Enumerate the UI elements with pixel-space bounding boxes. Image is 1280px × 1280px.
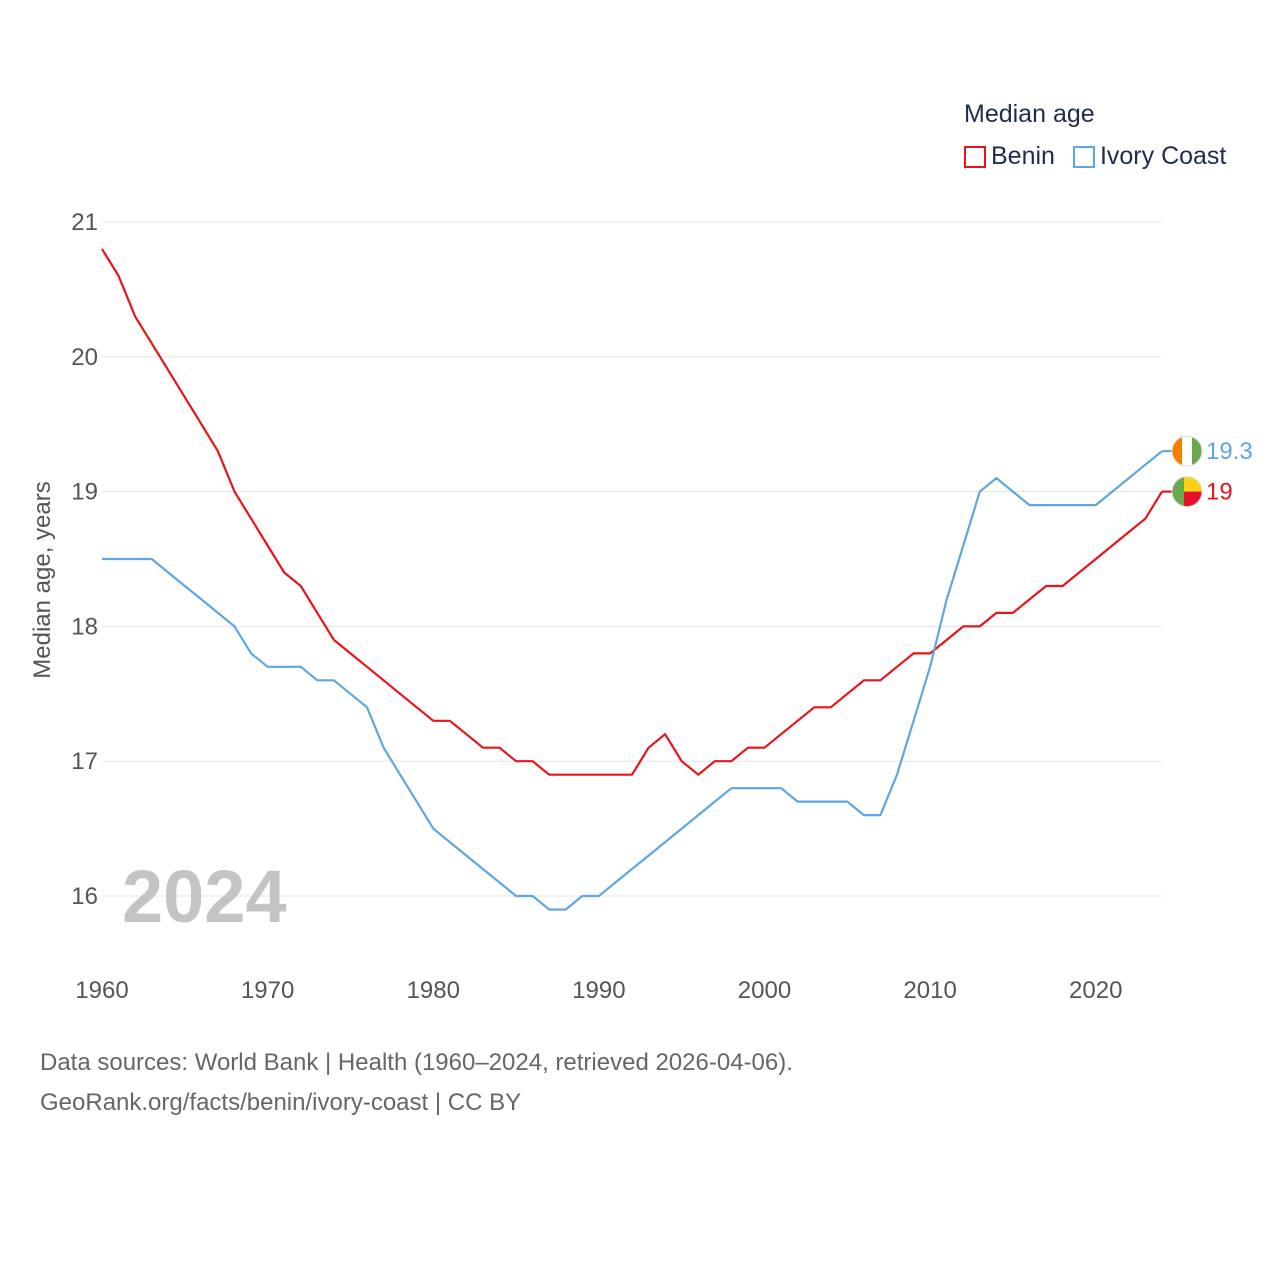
data-source-note: Data sources: World Bank | Health (1960–… <box>40 1043 793 1123</box>
ivory-coast-flag-icon <box>1171 435 1203 467</box>
legend-item-ivory-coast[interactable]: Ivory Coast <box>1072 142 1227 171</box>
x-tick-label: 1990 <box>572 977 625 1004</box>
source-line-2: GeoRank.org/facts/benin/ivory-coast | CC… <box>40 1089 522 1116</box>
x-tick-label: 2020 <box>1069 977 1122 1004</box>
series-line-benin <box>101 248 1163 776</box>
y-tick-label: 18 <box>71 613 98 640</box>
y-tick-label: 20 <box>71 344 98 371</box>
y-axis-label: Median age, years <box>29 481 56 678</box>
legend-swatch-benin <box>964 145 986 168</box>
x-tick-label: 1970 <box>241 977 294 1004</box>
x-axis-ticks: 1960 1970 1980 1990 2000 2010 2020 <box>75 977 1122 1004</box>
series-line-ivory-coast <box>102 450 1163 911</box>
x-tick-label: 2010 <box>903 977 956 1004</box>
benin-flag-icon <box>1171 476 1203 508</box>
y-axis-ticks: 16 17 18 19 20 21 <box>71 209 98 910</box>
legend-label-benin: Benin <box>991 142 1055 170</box>
y-tick-label: 17 <box>71 748 98 775</box>
y-tick-label: 16 <box>71 883 98 910</box>
x-tick-label: 2000 <box>738 977 791 1004</box>
end-value-label-ivory-coast: 19.3 <box>1206 438 1253 465</box>
legend-title: Median age <box>964 100 1095 128</box>
x-tick-label: 1960 <box>75 977 128 1004</box>
year-label: 2024 <box>122 855 287 938</box>
x-tick-label: 1980 <box>407 977 460 1004</box>
grid-lines <box>102 221 1162 897</box>
y-tick-label: 21 <box>71 209 98 236</box>
legend-swatch-ivory-coast <box>1072 145 1095 168</box>
y-tick-label: 19 <box>71 479 98 506</box>
source-line-1: Data sources: World Bank | Health (1960–… <box>40 1049 793 1076</box>
legend-label-ivory-coast: Ivory Coast <box>1099 142 1227 170</box>
series-end-labels: 19 19.3 <box>1162 435 1253 508</box>
end-value-label-benin: 19 <box>1206 479 1233 506</box>
legend-item-benin[interactable]: Benin <box>964 142 1055 171</box>
legend: Benin Ivory Coast <box>964 142 1226 171</box>
series-lines <box>101 248 1163 911</box>
